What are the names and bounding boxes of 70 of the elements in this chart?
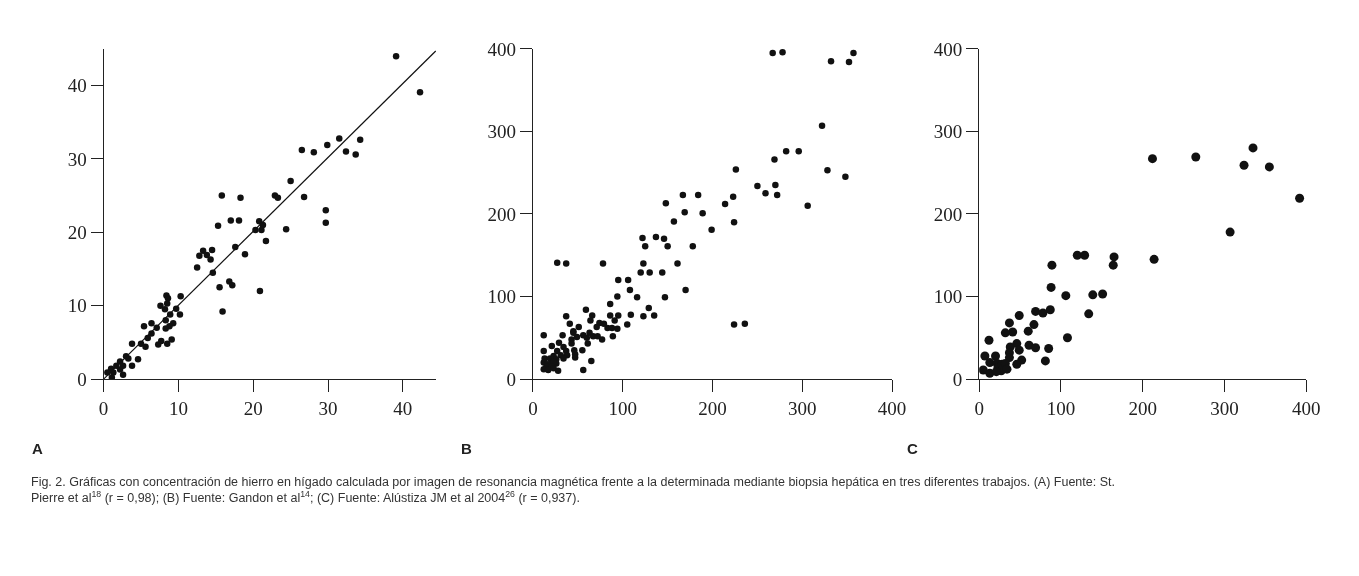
point <box>1295 193 1305 203</box>
point <box>1004 318 1014 328</box>
point <box>1088 290 1098 300</box>
point <box>991 367 1001 377</box>
text: C <box>907 440 918 457</box>
point <box>991 351 1001 361</box>
y-tick-label: 0 <box>952 368 963 390</box>
point <box>1149 254 1159 264</box>
point <box>1248 143 1258 153</box>
point <box>1061 291 1071 301</box>
x-tick-label: 200 <box>698 397 727 419</box>
point <box>1046 282 1056 292</box>
x-tick-label: 0 <box>98 397 109 419</box>
x-tick-label: 30 <box>318 397 338 419</box>
x-tick-label: 0 <box>974 397 984 419</box>
y-tick-label: 400 <box>933 38 963 60</box>
x-tick-label: 400 <box>877 397 907 419</box>
point <box>1191 152 1201 162</box>
y-tick-label: 200 <box>487 203 517 225</box>
point <box>1038 308 1048 318</box>
y-tick-label: 30 <box>67 148 87 170</box>
point <box>984 335 994 345</box>
x-tick-label: 400 <box>1291 397 1321 419</box>
point <box>1012 359 1022 369</box>
point <box>980 351 990 361</box>
x-tick-label: 20 <box>243 397 263 419</box>
point <box>1031 306 1041 316</box>
y-tick-label: 0 <box>506 368 517 390</box>
x-tick-label: 0 <box>528 397 538 419</box>
point <box>1098 289 1108 299</box>
point <box>985 358 995 368</box>
point <box>1147 154 1157 164</box>
point <box>1108 260 1118 270</box>
point <box>1084 309 1094 319</box>
point <box>1045 305 1055 315</box>
y-tick-label: 40 <box>67 75 87 97</box>
x-tick-label: 10 <box>168 397 188 419</box>
point <box>1014 345 1024 355</box>
point <box>1044 344 1054 354</box>
y-tick-label: 0 <box>77 368 87 390</box>
point <box>1225 227 1235 237</box>
point <box>1040 356 1050 366</box>
text: B <box>461 440 472 457</box>
x-tick-label: 100 <box>1046 397 1076 419</box>
point <box>1031 343 1041 353</box>
point <box>1062 333 1072 343</box>
x-tick-label: 300 <box>1210 397 1239 419</box>
point <box>1014 311 1024 321</box>
point <box>1000 328 1010 338</box>
point <box>1239 160 1249 170</box>
point <box>1080 250 1090 260</box>
y-tick-label: 200 <box>933 203 963 225</box>
y-tick-label: 20 <box>67 221 87 243</box>
point <box>1029 320 1039 330</box>
y-tick-label: 10 <box>67 295 87 317</box>
point <box>1023 326 1033 336</box>
point <box>1109 252 1119 262</box>
x-tick-label: 40 <box>393 397 413 419</box>
y-tick-label: 400 <box>487 38 517 60</box>
y-tick-label: 100 <box>487 286 517 308</box>
caption: Fig. 2. Gráficas con concentración de hierro en hígado calculada por imagen de resonancia magnética frente a la determinada mediante biopsia hepática en tres diferentes trabajos. (A) Fuente: St. Pierre et al$^{18}$ (r = 0,98); (B) Fuente: Gandon et al$^{14}$; (C) Fuente: Alústiza JM et al 2004$^{26}$ (r = 0,937). <box>31 475 1115 506</box>
x-tick-label: 300 <box>788 397 817 419</box>
x-tick-label: 200 <box>1128 397 1157 419</box>
y-tick-label: 300 <box>933 121 963 143</box>
text: A <box>32 440 43 457</box>
y-tick-label: 100 <box>933 286 963 308</box>
point <box>1047 260 1057 270</box>
y-tick-label: 300 <box>487 121 517 143</box>
x-tick-label: 100 <box>608 397 637 419</box>
point <box>1264 162 1274 172</box>
